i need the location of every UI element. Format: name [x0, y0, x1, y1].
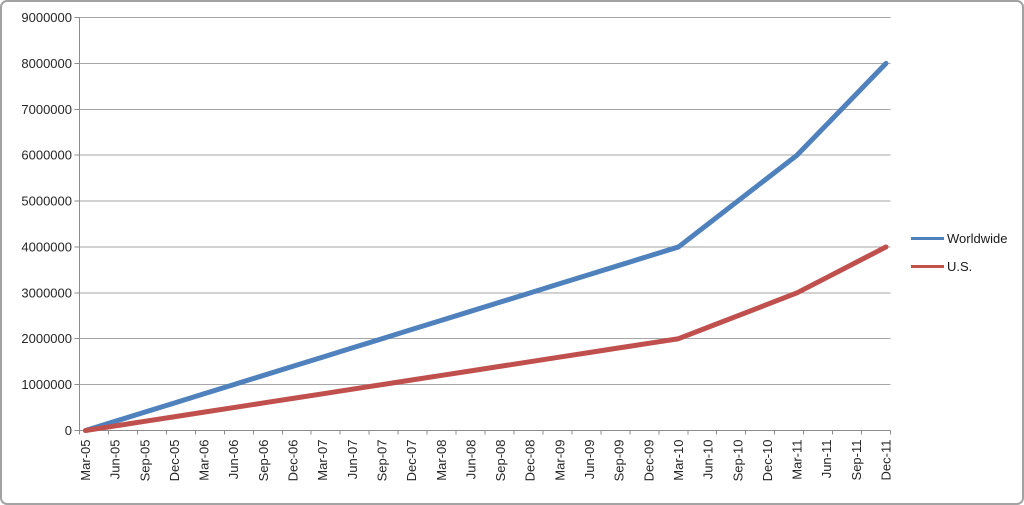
- series-line-worldwide: [83, 60, 889, 433]
- x-axis-tick-label: Dec-10: [760, 440, 775, 482]
- x-axis-tick-label: Sep-05: [137, 440, 152, 482]
- x-axis-tick-label: Dec-05: [167, 440, 182, 482]
- x-axis-tick-label: Sep-06: [256, 440, 271, 482]
- x-axis-tick-label: Jun-10: [701, 440, 716, 480]
- y-axis-tick-label: 0: [65, 423, 72, 438]
- x-axis-tick-label: Sep-07: [374, 440, 389, 482]
- x-axis-tick-label: Sep-10: [730, 440, 745, 482]
- x-axis-tick-label: Dec-09: [641, 440, 656, 482]
- x-axis-tick-label: Mar-08: [434, 440, 449, 481]
- x-axis-tick-label: Mar-05: [78, 440, 93, 481]
- legend-label-us: U.S.: [947, 259, 973, 274]
- y-axis-tick-label: 5000000: [21, 194, 72, 209]
- legend-line-sample-us: [911, 265, 944, 268]
- x-axis-tick-label: Mar-10: [671, 440, 686, 481]
- x-axis-tick-label: Jun-05: [108, 440, 123, 480]
- y-axis-tick-label: 8000000: [21, 56, 72, 71]
- x-axis-tick-label: Mar-09: [552, 440, 567, 481]
- x-axis-tick-label: Jun-11: [819, 440, 834, 479]
- y-axis-tick-label: 2000000: [21, 331, 72, 346]
- x-axis-tick-label: Dec-08: [523, 440, 538, 482]
- x-axis-tick-label: Sep-11: [849, 440, 864, 481]
- x-axis-tick-label: Jun-06: [226, 440, 241, 480]
- x-axis-tick-label: Mar-06: [197, 440, 212, 481]
- x-axis-tick-label: Jun-09: [582, 440, 597, 480]
- y-axis-tick-label: 3000000: [21, 285, 72, 300]
- legend-item-us: U.S.: [911, 257, 1007, 276]
- legend-label-worldwide: Worldwide: [947, 231, 1008, 246]
- legend-item-worldwide: Worldwide: [911, 229, 1007, 248]
- x-axis-tick-label: Jun-08: [463, 439, 478, 479]
- x-axis-tick-label: Mar-11: [790, 440, 805, 480]
- x-axis-tick-label: Mar-07: [315, 440, 330, 481]
- x-axis-tick-label: Sep-08: [493, 440, 508, 482]
- x-axis-tick-label: Dec-07: [404, 440, 419, 482]
- x-axis-tick-label: Dec-06: [286, 440, 301, 482]
- y-axis-tick-label: 7000000: [21, 102, 72, 117]
- y-axis-tick-label: 9000000: [21, 10, 72, 25]
- x-axis-tick-label: Sep-09: [612, 440, 627, 482]
- chart-legend: Worldwide U.S.: [911, 229, 1007, 285]
- x-axis-tick-label: Jun-07: [345, 440, 360, 480]
- series-line-us: [83, 244, 889, 433]
- x-axis-tick-label: Dec-11: [879, 440, 894, 481]
- y-axis-tick-label: 4000000: [21, 239, 72, 254]
- y-axis-tick-label: 1000000: [21, 377, 72, 392]
- y-axis-tick-label: 6000000: [21, 148, 72, 163]
- legend-line-sample-worldwide: [911, 237, 944, 240]
